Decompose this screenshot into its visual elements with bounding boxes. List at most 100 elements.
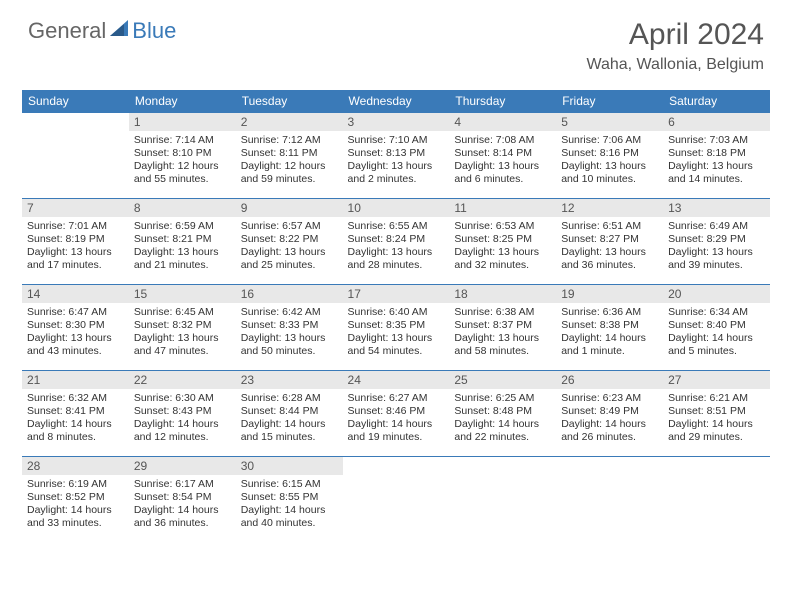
day-line: Sunset: 8:46 PM bbox=[348, 405, 445, 418]
day-number: 7 bbox=[22, 199, 129, 217]
day-line: Sunset: 8:37 PM bbox=[454, 319, 551, 332]
day-line: Sunset: 8:24 PM bbox=[348, 233, 445, 246]
day-line: Sunset: 8:18 PM bbox=[668, 147, 765, 160]
day-line: Sunrise: 6:47 AM bbox=[27, 306, 124, 319]
calendar-cell: 21Sunrise: 6:32 AMSunset: 8:41 PMDayligh… bbox=[22, 371, 129, 457]
day-line: and 1 minute. bbox=[561, 345, 658, 358]
calendar-cell: 11Sunrise: 6:53 AMSunset: 8:25 PMDayligh… bbox=[449, 199, 556, 285]
day-line: Sunset: 8:29 PM bbox=[668, 233, 765, 246]
day-line: Sunrise: 7:01 AM bbox=[27, 220, 124, 233]
calendar-cell: 29Sunrise: 6:17 AMSunset: 8:54 PMDayligh… bbox=[129, 457, 236, 543]
day-line: Sunrise: 6:40 AM bbox=[348, 306, 445, 319]
day-number: 26 bbox=[556, 371, 663, 389]
day-content: Sunrise: 6:59 AMSunset: 8:21 PMDaylight:… bbox=[129, 217, 236, 277]
day-line: Daylight: 14 hours bbox=[241, 504, 338, 517]
weekday-header: Thursday bbox=[449, 90, 556, 113]
day-line: and 33 minutes. bbox=[27, 517, 124, 530]
day-line: Daylight: 13 hours bbox=[241, 246, 338, 259]
day-line: Sunset: 8:13 PM bbox=[348, 147, 445, 160]
day-number: 14 bbox=[22, 285, 129, 303]
day-line: and 5 minutes. bbox=[668, 345, 765, 358]
day-line: and 59 minutes. bbox=[241, 173, 338, 186]
sail-icon bbox=[110, 20, 130, 36]
day-content: Sunrise: 6:45 AMSunset: 8:32 PMDaylight:… bbox=[129, 303, 236, 363]
day-line: Sunrise: 6:30 AM bbox=[134, 392, 231, 405]
day-line: Sunset: 8:30 PM bbox=[27, 319, 124, 332]
title-block: April 2024 Waha, Wallonia, Belgium bbox=[586, 18, 764, 74]
weekday-header-row: Sunday Monday Tuesday Wednesday Thursday… bbox=[22, 90, 770, 113]
calendar-cell: 12Sunrise: 6:51 AMSunset: 8:27 PMDayligh… bbox=[556, 199, 663, 285]
day-number: 10 bbox=[343, 199, 450, 217]
day-line: and 36 minutes. bbox=[134, 517, 231, 530]
day-line: Sunset: 8:16 PM bbox=[561, 147, 658, 160]
day-line: Sunrise: 6:57 AM bbox=[241, 220, 338, 233]
day-line: Sunset: 8:11 PM bbox=[241, 147, 338, 160]
day-number: 15 bbox=[129, 285, 236, 303]
day-line: Sunrise: 6:53 AM bbox=[454, 220, 551, 233]
day-line: Daylight: 14 hours bbox=[561, 332, 658, 345]
calendar-cell: 5Sunrise: 7:06 AMSunset: 8:16 PMDaylight… bbox=[556, 113, 663, 199]
day-line: Sunset: 8:27 PM bbox=[561, 233, 658, 246]
day-line: Daylight: 13 hours bbox=[561, 246, 658, 259]
calendar-cell: 23Sunrise: 6:28 AMSunset: 8:44 PMDayligh… bbox=[236, 371, 343, 457]
calendar-cell: 30Sunrise: 6:15 AMSunset: 8:55 PMDayligh… bbox=[236, 457, 343, 543]
day-number: 27 bbox=[663, 371, 770, 389]
day-line: Sunrise: 6:34 AM bbox=[668, 306, 765, 319]
day-line: Daylight: 13 hours bbox=[454, 246, 551, 259]
day-line: Daylight: 13 hours bbox=[134, 332, 231, 345]
day-line: Daylight: 13 hours bbox=[27, 332, 124, 345]
day-number: 16 bbox=[236, 285, 343, 303]
weekday-header: Friday bbox=[556, 90, 663, 113]
day-line: Sunset: 8:35 PM bbox=[348, 319, 445, 332]
calendar-cell: 18Sunrise: 6:38 AMSunset: 8:37 PMDayligh… bbox=[449, 285, 556, 371]
day-number: 8 bbox=[129, 199, 236, 217]
day-line: Sunrise: 6:36 AM bbox=[561, 306, 658, 319]
day-line: Sunrise: 7:06 AM bbox=[561, 134, 658, 147]
day-content: Sunrise: 6:34 AMSunset: 8:40 PMDaylight:… bbox=[663, 303, 770, 363]
day-line: Daylight: 13 hours bbox=[668, 246, 765, 259]
day-line: Daylight: 13 hours bbox=[348, 246, 445, 259]
day-line: and 26 minutes. bbox=[561, 431, 658, 444]
weekday-header: Sunday bbox=[22, 90, 129, 113]
day-number: 25 bbox=[449, 371, 556, 389]
day-content: Sunrise: 6:36 AMSunset: 8:38 PMDaylight:… bbox=[556, 303, 663, 363]
calendar-cell: 1Sunrise: 7:14 AMSunset: 8:10 PMDaylight… bbox=[129, 113, 236, 199]
day-line: and 28 minutes. bbox=[348, 259, 445, 272]
calendar-row: 7Sunrise: 7:01 AMSunset: 8:19 PMDaylight… bbox=[22, 199, 770, 285]
day-number: 18 bbox=[449, 285, 556, 303]
day-line: Sunrise: 6:45 AM bbox=[134, 306, 231, 319]
day-number: 11 bbox=[449, 199, 556, 217]
day-line: and 39 minutes. bbox=[668, 259, 765, 272]
day-line: Daylight: 13 hours bbox=[454, 160, 551, 173]
day-line: and 14 minutes. bbox=[668, 173, 765, 186]
day-line: Sunset: 8:49 PM bbox=[561, 405, 658, 418]
day-content: Sunrise: 6:32 AMSunset: 8:41 PMDaylight:… bbox=[22, 389, 129, 449]
day-line: and 55 minutes. bbox=[134, 173, 231, 186]
day-line: Daylight: 13 hours bbox=[241, 332, 338, 345]
day-line: Sunset: 8:51 PM bbox=[668, 405, 765, 418]
calendar-cell: 9Sunrise: 6:57 AMSunset: 8:22 PMDaylight… bbox=[236, 199, 343, 285]
day-line: Sunrise: 7:10 AM bbox=[348, 134, 445, 147]
day-content: Sunrise: 6:27 AMSunset: 8:46 PMDaylight:… bbox=[343, 389, 450, 449]
day-line: and 54 minutes. bbox=[348, 345, 445, 358]
calendar-cell: 8Sunrise: 6:59 AMSunset: 8:21 PMDaylight… bbox=[129, 199, 236, 285]
day-line: Sunset: 8:33 PM bbox=[241, 319, 338, 332]
day-number: 13 bbox=[663, 199, 770, 217]
day-number: 9 bbox=[236, 199, 343, 217]
day-line: Daylight: 13 hours bbox=[348, 160, 445, 173]
day-content: Sunrise: 6:15 AMSunset: 8:55 PMDaylight:… bbox=[236, 475, 343, 535]
day-line: and 12 minutes. bbox=[134, 431, 231, 444]
weekday-header: Monday bbox=[129, 90, 236, 113]
month-title: April 2024 bbox=[586, 18, 764, 52]
calendar-cell: 15Sunrise: 6:45 AMSunset: 8:32 PMDayligh… bbox=[129, 285, 236, 371]
day-number: 3 bbox=[343, 113, 450, 131]
day-line: Daylight: 14 hours bbox=[241, 418, 338, 431]
logo: General Blue bbox=[28, 18, 176, 44]
day-line: Sunrise: 6:27 AM bbox=[348, 392, 445, 405]
day-line: and 6 minutes. bbox=[454, 173, 551, 186]
day-line: Sunrise: 7:03 AM bbox=[668, 134, 765, 147]
day-line: and 19 minutes. bbox=[348, 431, 445, 444]
calendar-cell bbox=[449, 457, 556, 543]
calendar-cell: 22Sunrise: 6:30 AMSunset: 8:43 PMDayligh… bbox=[129, 371, 236, 457]
day-content: Sunrise: 7:10 AMSunset: 8:13 PMDaylight:… bbox=[343, 131, 450, 191]
